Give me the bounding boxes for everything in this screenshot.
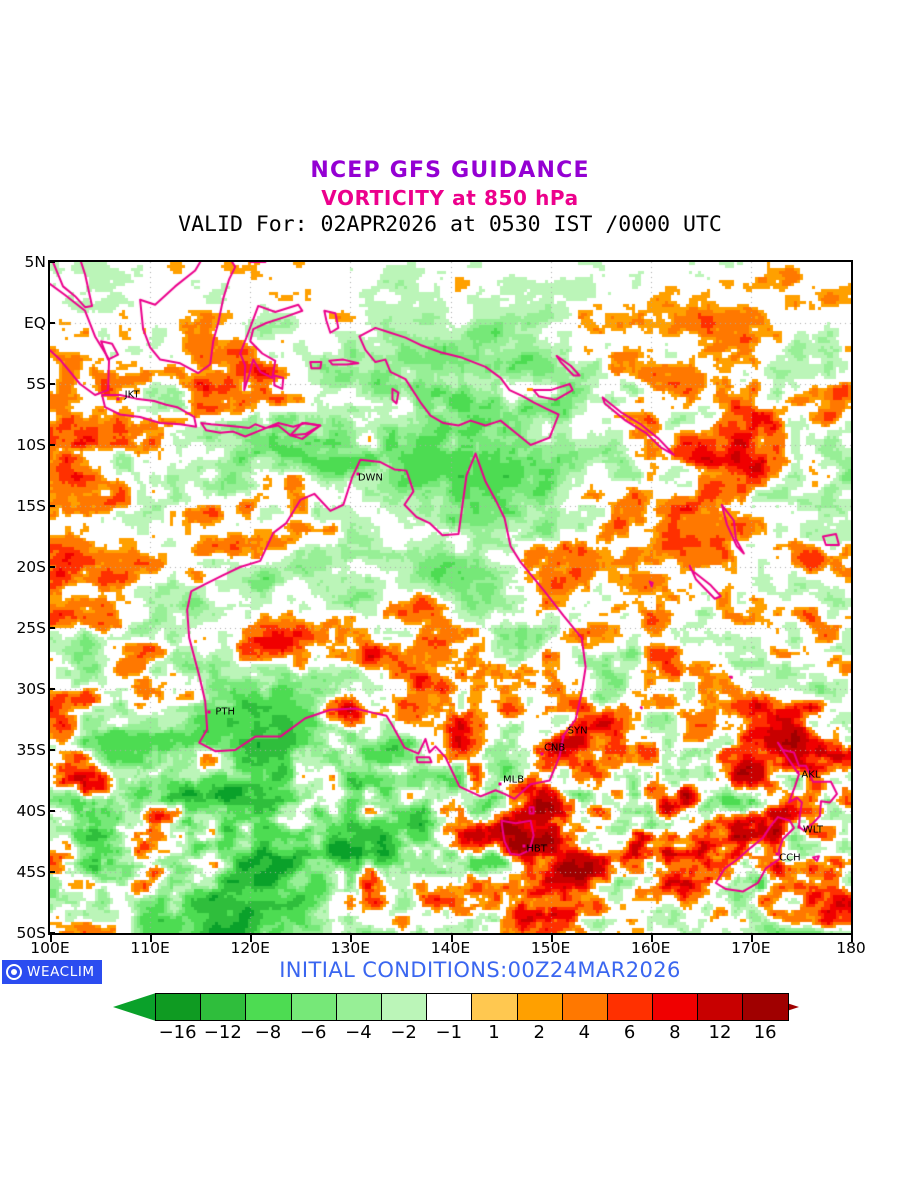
colorbar-tick-label: 16 bbox=[753, 1022, 777, 1043]
city-marker-akl bbox=[796, 770, 800, 774]
latitude-tick-mark bbox=[48, 932, 55, 934]
colorbar-tick-label: −6 bbox=[299, 1022, 327, 1043]
latitude-tick-mark bbox=[48, 444, 55, 446]
colorbar-tick-labels: −16 −12 −8 −6 −4 −2 −1 1 2 4 6 8 12 16 bbox=[0, 1022, 900, 1048]
colorbar-swatch bbox=[245, 993, 292, 1021]
latitude-tick-label: 35S bbox=[16, 741, 46, 759]
longitude-tick-mark bbox=[650, 935, 653, 942]
latitude-tick-mark bbox=[48, 627, 55, 629]
page-title-valid-time: VALID For: 02APR2026 at 0530 IST /0000 U… bbox=[178, 212, 722, 237]
colorbar-swatch bbox=[652, 993, 699, 1021]
colorbar-under-arrow bbox=[113, 993, 156, 1021]
latitude-tick-label: 5S bbox=[26, 375, 46, 393]
latitude-tick-label: 30S bbox=[16, 680, 46, 698]
colorbar-tick-label: −2 bbox=[390, 1022, 417, 1043]
latitude-tick-label: 25S bbox=[16, 619, 46, 637]
weaclim-logo-text: WEACLIM bbox=[27, 964, 95, 980]
colorbar-tick-label: −4 bbox=[345, 1022, 372, 1043]
colorbar-swatch bbox=[200, 993, 247, 1021]
latitude-tick-mark bbox=[48, 749, 55, 751]
colorbar-swatch bbox=[335, 993, 382, 1021]
colorbar-tick-label: 4 bbox=[578, 1022, 591, 1043]
latitude-axis: 5N EQ 5S 10S 15S 20S 25S 30S 35S 40S 45S 50S bbox=[0, 253, 46, 942]
city-marker-mlb bbox=[498, 782, 502, 786]
latitude-tick-label: 15S bbox=[16, 497, 46, 515]
latitude-tick-mark bbox=[48, 688, 55, 690]
colorbar-swatch bbox=[606, 993, 654, 1021]
longitude-tick-label: 170E bbox=[731, 939, 771, 957]
city-marker-hbt bbox=[522, 844, 526, 848]
latitude-tick-label: 10S bbox=[16, 436, 46, 454]
latitude-tick-mark bbox=[48, 871, 55, 873]
latitude-tick-mark bbox=[48, 810, 55, 812]
weaclim-circle-icon bbox=[6, 964, 22, 980]
longitude-tick-mark bbox=[851, 935, 853, 942]
city-marker-cch bbox=[775, 852, 779, 856]
title-block: NCEP GFS GUIDANCE VORTICITY at 850 hPa V… bbox=[0, 160, 900, 236]
longitude-tick-label: 110E bbox=[130, 939, 170, 957]
colorbar-swatches bbox=[155, 993, 789, 1021]
city-marker-syn bbox=[561, 735, 565, 739]
colorbar-swatch bbox=[380, 993, 428, 1021]
city-marker-pth bbox=[207, 710, 211, 714]
longitude-tick-mark bbox=[250, 935, 253, 942]
city-marker-wlt bbox=[797, 825, 801, 829]
colorbar-swatch bbox=[290, 993, 337, 1021]
colorbar-tick-label: −1 bbox=[435, 1022, 463, 1043]
longitude-tick-label: 150E bbox=[530, 939, 571, 957]
longitude-tick-mark bbox=[550, 935, 553, 942]
latitude-tick-mark bbox=[48, 322, 55, 324]
city-marker-cnb bbox=[540, 752, 544, 756]
longitude-tick-label: 100E bbox=[30, 939, 70, 957]
longitude-tick-label: 160E bbox=[631, 939, 671, 957]
colorbar-tick-label: 8 bbox=[669, 1022, 681, 1043]
latitude-tick-label: 5N bbox=[24, 253, 46, 271]
colorbar-tick-label: −16 bbox=[158, 1022, 197, 1043]
latitude-tick-mark bbox=[48, 383, 55, 385]
latitude-tick-label: EQ bbox=[24, 314, 46, 332]
longitude-tick-mark bbox=[150, 935, 153, 942]
latitude-tick-label: 50S bbox=[16, 924, 46, 942]
colorbar-tick-label: 1 bbox=[488, 1022, 500, 1043]
colorbar: −16 −12 −8 −6 −4 −2 −1 1 2 4 6 8 12 16 bbox=[0, 993, 900, 1053]
colorbar-tick-label: 12 bbox=[708, 1022, 732, 1043]
city-marker-jkt bbox=[116, 397, 120, 401]
colorbar-tick-label: −12 bbox=[203, 1022, 242, 1043]
colorbar-swatch bbox=[426, 993, 473, 1021]
longitude-tick-label: 140E bbox=[430, 939, 471, 957]
colorbar-tick-label: 2 bbox=[533, 1022, 545, 1043]
colorbar-swatch bbox=[561, 993, 608, 1021]
colorbar-tick-label: 6 bbox=[623, 1022, 636, 1043]
latitude-tick-label: 20S bbox=[16, 558, 46, 576]
colorbar-swatch bbox=[155, 993, 202, 1021]
page-title-model: NCEP GFS GUIDANCE bbox=[310, 158, 590, 183]
map-plot-area: JKT DWN PTH MLB SYN CNB HBT AKL WLT CCH bbox=[48, 260, 853, 935]
longitude-tick-mark bbox=[750, 935, 753, 942]
initial-conditions-text: INITIAL CONDITIONS:00Z24MAR2026 bbox=[279, 958, 681, 982]
page-title-variable: VORTICITY at 850 hPa bbox=[321, 186, 579, 210]
city-marker-dwn bbox=[356, 472, 360, 476]
longitude-tick-label: 130E bbox=[330, 939, 371, 957]
colorbar-swatch bbox=[697, 993, 744, 1021]
weaclim-logo: WEACLIM bbox=[2, 960, 102, 984]
colorbar-swatch bbox=[516, 993, 563, 1021]
vorticity-shading-canvas bbox=[50, 262, 851, 933]
colorbar-tick-label: −8 bbox=[254, 1022, 282, 1043]
latitude-tick-mark bbox=[48, 261, 55, 263]
latitude-tick-label: 40S bbox=[16, 802, 46, 820]
longitude-tick-mark bbox=[350, 935, 353, 942]
latitude-tick-mark bbox=[48, 566, 55, 568]
longitude-tick-mark bbox=[50, 935, 52, 942]
longitude-tick-mark bbox=[450, 935, 453, 942]
longitude-axis: 100E 110E 120E 130E 140E 150E 160E 170E 180 bbox=[0, 937, 900, 961]
colorbar-swatch bbox=[471, 993, 518, 1021]
latitude-tick-mark bbox=[48, 505, 55, 507]
longitude-tick-label: 180 bbox=[836, 939, 866, 957]
colorbar-swatch bbox=[742, 993, 789, 1021]
latitude-tick-label: 45S bbox=[16, 863, 46, 881]
longitude-tick-label: 120E bbox=[230, 939, 270, 957]
